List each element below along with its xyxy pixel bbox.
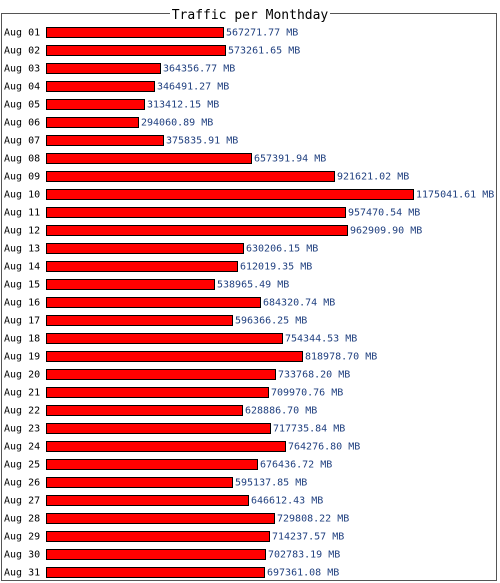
bar	[46, 189, 414, 200]
data-label: 702783.19 MB	[268, 550, 340, 561]
bar	[46, 495, 249, 506]
category-label: Aug 08	[4, 154, 40, 165]
bar	[46, 423, 271, 434]
bar	[46, 459, 258, 470]
data-label: 313412.15 MB	[147, 100, 219, 111]
data-label: 657391.94 MB	[254, 154, 326, 165]
category-label: Aug 22	[4, 406, 40, 417]
bar	[46, 81, 155, 92]
bar	[46, 207, 346, 218]
category-label: Aug 12	[4, 226, 40, 237]
bar	[46, 261, 238, 272]
bar	[46, 27, 224, 38]
bar	[46, 135, 164, 146]
data-label: 375835.91 MB	[166, 136, 238, 147]
data-label: 729808.22 MB	[277, 514, 349, 525]
bar	[46, 405, 243, 416]
bar	[46, 441, 286, 452]
data-label: 567271.77 MB	[226, 28, 298, 39]
data-label: 697361.08 MB	[267, 568, 339, 579]
category-label: Aug 25	[4, 460, 40, 471]
category-label: Aug 15	[4, 280, 40, 291]
data-label: 717735.84 MB	[273, 424, 345, 435]
data-label: 646612.43 MB	[251, 496, 323, 507]
data-label: 754344.53 MB	[285, 334, 357, 345]
data-label: 628886.70 MB	[245, 406, 317, 417]
bar	[46, 531, 270, 542]
bar	[46, 243, 244, 254]
bar	[46, 297, 261, 308]
category-label: Aug 13	[4, 244, 40, 255]
data-label: 684320.74 MB	[263, 298, 335, 309]
data-label: 714237.57 MB	[272, 532, 344, 543]
data-label: 346491.27 MB	[157, 82, 229, 93]
data-label: 294060.89 MB	[141, 118, 213, 129]
bar	[46, 225, 348, 236]
category-label: Aug 18	[4, 334, 40, 345]
category-label: Aug 23	[4, 424, 40, 435]
bar	[46, 63, 161, 74]
data-label: 764276.80 MB	[288, 442, 360, 453]
category-label: Aug 05	[4, 100, 40, 111]
data-label: 676436.72 MB	[260, 460, 332, 471]
category-label: Aug 31	[4, 568, 40, 579]
category-label: Aug 07	[4, 136, 40, 147]
data-label: 957470.54 MB	[348, 208, 420, 219]
bar	[46, 513, 275, 524]
bar	[46, 567, 265, 578]
category-label: Aug 17	[4, 316, 40, 327]
bar	[46, 351, 303, 362]
data-label: 364356.77 MB	[163, 64, 235, 75]
bar	[46, 477, 233, 488]
data-label: 921621.02 MB	[337, 172, 409, 183]
bar	[46, 117, 139, 128]
data-label: 573261.65 MB	[228, 46, 300, 57]
category-label: Aug 28	[4, 514, 40, 525]
bar	[46, 45, 226, 56]
data-label: 595137.85 MB	[235, 478, 307, 489]
data-label: 962909.90 MB	[350, 226, 422, 237]
bar	[46, 279, 215, 290]
category-label: Aug 24	[4, 442, 40, 453]
data-label: 709970.76 MB	[271, 388, 343, 399]
data-label: 596366.25 MB	[235, 316, 307, 327]
bar	[46, 315, 233, 326]
category-label: Aug 19	[4, 352, 40, 363]
bar	[46, 549, 266, 560]
data-label: 818978.70 MB	[305, 352, 377, 363]
category-label: Aug 14	[4, 262, 40, 273]
category-label: Aug 10	[4, 190, 40, 201]
category-label: Aug 03	[4, 64, 40, 75]
bar	[46, 369, 276, 380]
category-label: Aug 26	[4, 478, 40, 489]
category-label: Aug 21	[4, 388, 40, 399]
bar	[46, 99, 145, 110]
category-label: Aug 01	[4, 28, 40, 39]
category-label: Aug 20	[4, 370, 40, 381]
category-label: Aug 16	[4, 298, 40, 309]
category-label: Aug 29	[4, 532, 40, 543]
data-label: 733768.20 MB	[278, 370, 350, 381]
data-label: 538965.49 MB	[217, 280, 289, 291]
bar	[46, 171, 335, 182]
category-label: Aug 30	[4, 550, 40, 561]
bar	[46, 387, 269, 398]
category-label: Aug 06	[4, 118, 40, 129]
category-label: Aug 02	[4, 46, 40, 57]
data-label: 1175041.61 MB	[416, 190, 494, 201]
bar	[46, 333, 283, 344]
category-label: Aug 09	[4, 172, 40, 183]
category-label: Aug 11	[4, 208, 40, 219]
data-label: 612019.35 MB	[240, 262, 312, 273]
category-label: Aug 27	[4, 496, 40, 507]
data-label: 630206.15 MB	[246, 244, 318, 255]
bar	[46, 153, 252, 164]
category-label: Aug 04	[4, 82, 40, 93]
